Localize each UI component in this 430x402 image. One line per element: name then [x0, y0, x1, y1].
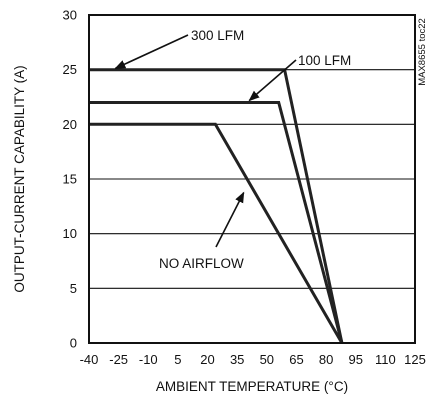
x-tick-label: 50 [260, 352, 274, 367]
annotation-arrow-100-lfm [248, 59, 297, 102]
y-tick-label: 30 [63, 8, 77, 23]
annotation-label-no-airflow: NO AIRFLOW [159, 256, 244, 271]
y-axis-title: OUTPUT-CURRENT CAPABILITY (A) [12, 65, 27, 292]
x-tick-label: -25 [109, 352, 128, 367]
annotation-label-100-lfm: 100 LFM [298, 53, 351, 68]
series-line-300-lfm [89, 68, 344, 344]
x-tick-label: 65 [289, 352, 303, 367]
x-tick-label: 5 [174, 352, 181, 367]
chart-id-note: MAX8655 toc22 [417, 18, 428, 86]
annotation-label-300-lfm: 300 LFM [191, 28, 244, 43]
x-tick-label: 125 [404, 352, 426, 367]
x-axis-title: AMBIENT TEMPERATURE (°C) [156, 379, 348, 394]
y-tick-label: 15 [63, 172, 77, 187]
annotations: 300 LFM 100 LFM NO AIRFLOW [114, 28, 351, 271]
y-tick-label: 0 [70, 336, 77, 351]
y-tick-label: 5 [70, 281, 77, 296]
annotation-arrow-300-lfm [114, 34, 189, 70]
series-line-100-lfm [89, 101, 344, 344]
y-tick-label: 20 [63, 117, 77, 132]
x-tick-label: -40 [80, 352, 99, 367]
annotation-arrow-no-airflow [215, 191, 245, 248]
y-tick-label: 10 [63, 226, 77, 241]
series-line-no-airflow [89, 122, 344, 344]
x-tick-label: 95 [348, 352, 362, 367]
x-tick-label: 110 [375, 352, 396, 367]
x-tick-label: 80 [319, 352, 333, 367]
x-tick-label: 35 [230, 352, 244, 367]
y-tick-label: 25 [63, 62, 77, 77]
plot-frame [88, 14, 416, 344]
tick-labels: 0 5 10 15 20 25 30 -40 -25 -10 5 20 35 50 65 80 95 110 125 [63, 8, 426, 368]
series-lines [89, 68, 344, 344]
x-tick-label: -10 [139, 352, 158, 367]
x-tick-label: 20 [200, 352, 214, 367]
